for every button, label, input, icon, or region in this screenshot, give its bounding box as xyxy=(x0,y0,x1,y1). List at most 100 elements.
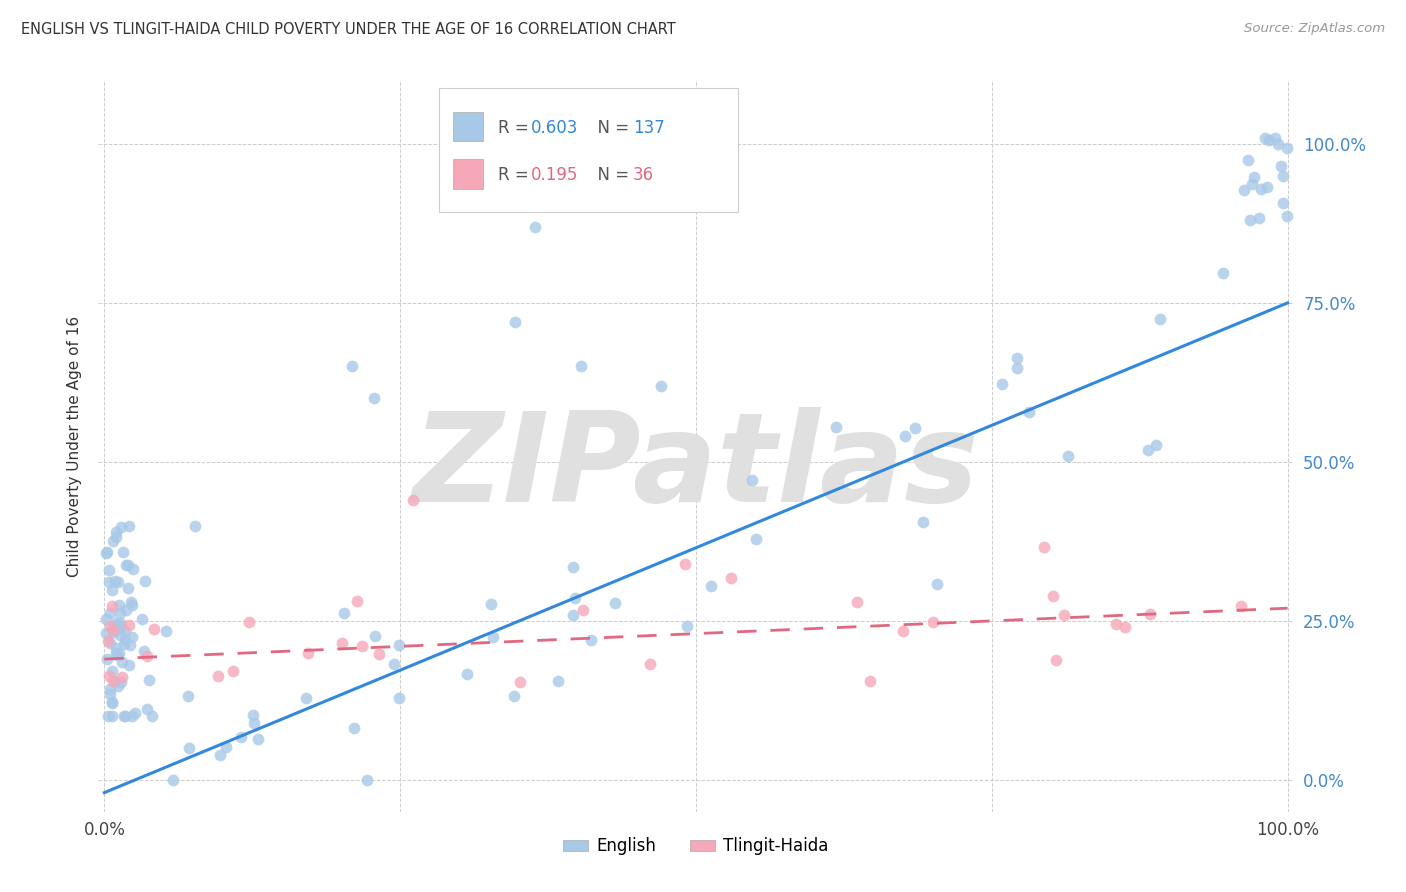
Point xyxy=(1241,177,1264,191)
Point xyxy=(114,603,136,617)
Point xyxy=(382,657,405,671)
Point xyxy=(98,668,121,682)
Point xyxy=(124,706,146,720)
Point xyxy=(650,378,672,392)
Point xyxy=(1270,159,1292,173)
Point xyxy=(581,632,603,647)
Point xyxy=(1212,266,1234,280)
Point xyxy=(98,681,121,696)
Point xyxy=(638,657,661,672)
Point xyxy=(894,429,917,443)
Text: ZIPatlas: ZIPatlas xyxy=(413,408,979,528)
Point xyxy=(456,666,478,681)
FancyBboxPatch shape xyxy=(453,112,484,141)
Point xyxy=(547,674,569,689)
Legend: English, Tlingit-Haida: English, Tlingit-Haida xyxy=(557,830,835,862)
Point xyxy=(155,624,177,638)
Point xyxy=(1057,449,1080,463)
Point xyxy=(111,655,134,669)
Point xyxy=(135,648,157,663)
Point xyxy=(103,619,125,633)
Point xyxy=(1136,442,1159,457)
Point xyxy=(846,595,869,609)
Point xyxy=(1267,136,1289,151)
Point xyxy=(222,664,245,678)
Point xyxy=(1275,209,1298,223)
Point xyxy=(481,598,503,612)
Point xyxy=(101,695,124,709)
Point xyxy=(1250,182,1272,196)
Point xyxy=(904,421,927,435)
Point xyxy=(402,493,425,508)
Point xyxy=(364,630,387,644)
Point xyxy=(110,520,132,534)
Point xyxy=(114,558,136,573)
Point xyxy=(1247,211,1270,225)
Point xyxy=(105,618,128,632)
Point xyxy=(1233,183,1256,197)
Point xyxy=(132,643,155,657)
Point xyxy=(110,619,132,633)
Point xyxy=(1239,213,1261,227)
Point xyxy=(209,747,232,762)
Point xyxy=(1033,540,1056,554)
Point xyxy=(356,772,378,787)
Point xyxy=(97,563,120,577)
Point xyxy=(118,658,141,673)
Point xyxy=(1149,312,1171,326)
Point xyxy=(1018,405,1040,419)
Point xyxy=(96,651,118,665)
Point xyxy=(242,707,264,722)
Point xyxy=(388,638,411,652)
Point xyxy=(97,633,120,648)
Point xyxy=(108,628,131,642)
Point xyxy=(243,715,266,730)
Point xyxy=(110,674,132,689)
Point xyxy=(561,607,583,622)
Point xyxy=(1114,620,1136,634)
Point xyxy=(101,599,124,614)
Point xyxy=(352,639,374,653)
Point xyxy=(118,638,141,652)
Point xyxy=(103,622,125,636)
Point xyxy=(297,646,319,660)
Text: N =: N = xyxy=(588,119,634,136)
Point xyxy=(98,619,121,633)
Point xyxy=(96,545,118,559)
Point xyxy=(104,674,127,689)
Point xyxy=(1275,141,1298,155)
Point xyxy=(246,731,269,746)
Point xyxy=(114,709,136,723)
Point xyxy=(97,574,120,589)
Point xyxy=(1271,195,1294,210)
Point xyxy=(825,420,848,434)
Point xyxy=(229,730,252,744)
Point xyxy=(343,721,366,735)
Point xyxy=(104,574,127,588)
Point xyxy=(295,690,318,705)
Point xyxy=(101,624,124,638)
Point xyxy=(162,772,184,787)
Point xyxy=(134,574,156,589)
Point xyxy=(340,359,363,374)
Point xyxy=(564,591,586,605)
Point xyxy=(1005,351,1028,365)
Point xyxy=(118,518,141,533)
Point xyxy=(105,648,128,662)
Text: Source: ZipAtlas.com: Source: ZipAtlas.com xyxy=(1244,22,1385,36)
Point xyxy=(215,740,238,755)
Point xyxy=(117,558,139,573)
Point xyxy=(105,530,128,544)
Point xyxy=(330,636,353,650)
Point xyxy=(503,689,526,703)
Point xyxy=(1053,607,1076,622)
Point xyxy=(131,612,153,626)
Point xyxy=(104,615,127,630)
Point xyxy=(1144,437,1167,451)
Point xyxy=(1272,169,1295,183)
Point xyxy=(179,741,201,756)
Point xyxy=(136,702,159,716)
Point xyxy=(1243,170,1265,185)
Point xyxy=(114,633,136,648)
Point xyxy=(121,598,143,612)
